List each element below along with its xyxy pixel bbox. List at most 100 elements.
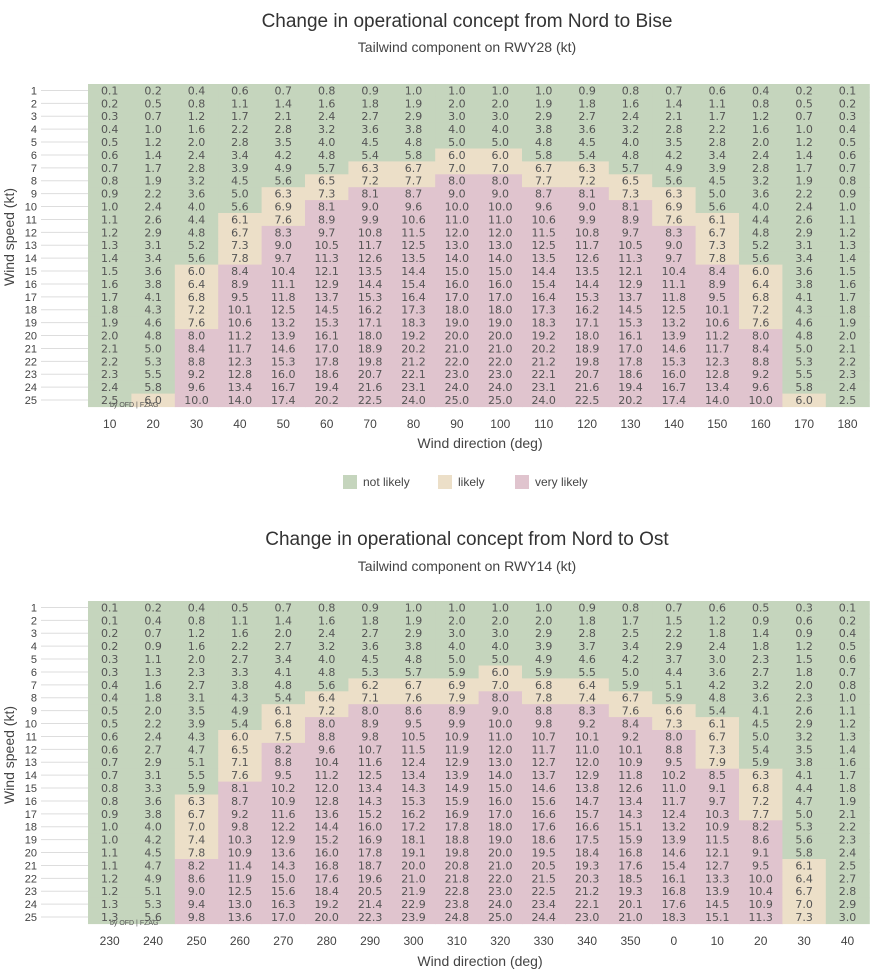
cell-value: 2.9 bbox=[405, 110, 423, 123]
heatmap-cell bbox=[739, 342, 783, 356]
heatmap-cell bbox=[739, 393, 783, 408]
heatmap-cell bbox=[522, 717, 566, 731]
cell-value: 9.7 bbox=[622, 226, 640, 239]
heatmap-cell bbox=[218, 859, 263, 873]
heatmap-cell bbox=[478, 678, 523, 692]
heatmap-cell bbox=[565, 367, 610, 382]
cell-value: 2.2 bbox=[839, 355, 857, 368]
y-tick-label: 2 bbox=[31, 615, 37, 627]
heatmap-cell bbox=[695, 820, 740, 834]
cell-value: 21.2 bbox=[575, 885, 600, 898]
y-tick-label: 7 bbox=[31, 163, 37, 175]
heatmap-cell bbox=[825, 225, 870, 240]
heatmap-cell bbox=[825, 342, 870, 356]
cell-value: 7.4 bbox=[578, 692, 596, 705]
cell-value: 1.6 bbox=[839, 756, 857, 769]
heatmap-cell bbox=[739, 303, 783, 317]
cell-value: 11.2 bbox=[314, 769, 339, 782]
cell-value: 15.6 bbox=[531, 795, 556, 808]
cell-value: 2.4 bbox=[188, 149, 206, 162]
heatmap-cell bbox=[348, 794, 393, 808]
cell-value: 4.9 bbox=[231, 705, 249, 718]
cell-value: 1.7 bbox=[839, 769, 857, 782]
cell-value: 9.8 bbox=[188, 911, 206, 924]
heatmap-cell bbox=[522, 148, 566, 162]
cell-value: 5.5 bbox=[188, 769, 206, 782]
cell-value: 19.2 bbox=[401, 330, 426, 343]
x-tick-label: 10 bbox=[103, 417, 117, 431]
heatmap-cell bbox=[305, 601, 349, 615]
heatmap-cell bbox=[565, 820, 610, 834]
heatmap-cell bbox=[478, 225, 523, 240]
heatmap-cell bbox=[218, 742, 263, 757]
heatmap-cell bbox=[348, 109, 393, 124]
x-tick-label: 150 bbox=[707, 417, 727, 431]
heatmap-cell bbox=[608, 264, 653, 279]
heatmap-cell bbox=[608, 393, 653, 408]
y-tick-label: 4 bbox=[31, 641, 37, 653]
cell-value: 11.0 bbox=[488, 730, 513, 743]
heatmap-cell bbox=[391, 781, 436, 796]
chart-1-y-ticks: 1234567891011121314151617181920212223242… bbox=[25, 85, 88, 407]
heatmap-cell bbox=[522, 678, 566, 692]
cell-value: 1.1 bbox=[101, 213, 119, 226]
heatmap-cell bbox=[305, 187, 349, 201]
cell-value: 2.0 bbox=[839, 330, 857, 343]
cell-value: 7.7 bbox=[405, 175, 423, 188]
heatmap-cell bbox=[825, 96, 870, 111]
cell-value: 22.0 bbox=[488, 872, 513, 885]
heatmap-cell bbox=[174, 342, 219, 356]
cell-value: 8.5 bbox=[709, 769, 727, 782]
cell-value: 0.9 bbox=[752, 614, 770, 627]
y-tick-label: 19 bbox=[25, 835, 37, 847]
heatmap-cell bbox=[782, 264, 827, 279]
cell-value: 0.7 bbox=[839, 666, 857, 679]
heatmap-cell bbox=[348, 225, 393, 240]
heatmap-cell bbox=[478, 742, 523, 757]
heatmap-cell bbox=[261, 109, 306, 124]
heatmap-cell bbox=[435, 833, 480, 847]
heatmap-cell bbox=[88, 859, 132, 873]
cell-value: 5.0 bbox=[622, 666, 640, 679]
heatmap-cell bbox=[391, 135, 436, 150]
cell-value: 13.2 bbox=[662, 821, 687, 834]
heatmap-cell bbox=[608, 781, 653, 796]
cell-value: 2.1 bbox=[101, 342, 119, 355]
cell-value: 16.7 bbox=[662, 381, 687, 394]
heatmap-cell bbox=[88, 225, 132, 240]
cell-value: 7.0 bbox=[188, 821, 206, 834]
cell-value: 12.5 bbox=[531, 239, 556, 252]
heatmap-cell bbox=[435, 200, 480, 214]
heatmap-cell bbox=[522, 871, 566, 886]
heatmap-cell bbox=[131, 678, 176, 692]
cell-value: 1.8 bbox=[709, 627, 727, 640]
cell-value: 1.0 bbox=[535, 601, 553, 614]
heatmap-cell bbox=[88, 122, 132, 137]
heatmap-cell bbox=[174, 755, 219, 770]
cell-value: 9.7 bbox=[275, 252, 293, 265]
cell-value: 16.0 bbox=[358, 821, 383, 834]
cell-value: 18.3 bbox=[662, 911, 687, 924]
cell-value: 0.4 bbox=[101, 123, 119, 136]
heatmap-cell bbox=[131, 200, 176, 214]
cell-value: 2.7 bbox=[144, 743, 162, 756]
cell-value: 17.5 bbox=[575, 834, 600, 847]
cell-value: 4.9 bbox=[144, 872, 162, 885]
heatmap-cell bbox=[88, 884, 132, 899]
heatmap-cell bbox=[695, 613, 740, 628]
cell-value: 9.2 bbox=[622, 730, 640, 743]
heatmap-cell bbox=[131, 833, 176, 847]
cell-value: 10.0 bbox=[748, 872, 773, 885]
heatmap-cell bbox=[739, 213, 783, 227]
heatmap-cell bbox=[261, 871, 306, 886]
cell-value: 0.8 bbox=[188, 97, 206, 110]
heatmap-cell bbox=[348, 316, 393, 330]
cell-value: 0.6 bbox=[101, 730, 119, 743]
heatmap-cell bbox=[174, 897, 219, 912]
cell-value: 5.6 bbox=[275, 175, 293, 188]
heatmap-cell bbox=[391, 200, 436, 214]
cell-value: 5.5 bbox=[144, 368, 162, 381]
cell-value: 6.4 bbox=[578, 679, 596, 692]
heatmap-cell bbox=[305, 393, 349, 408]
heatmap-cell bbox=[305, 665, 349, 679]
